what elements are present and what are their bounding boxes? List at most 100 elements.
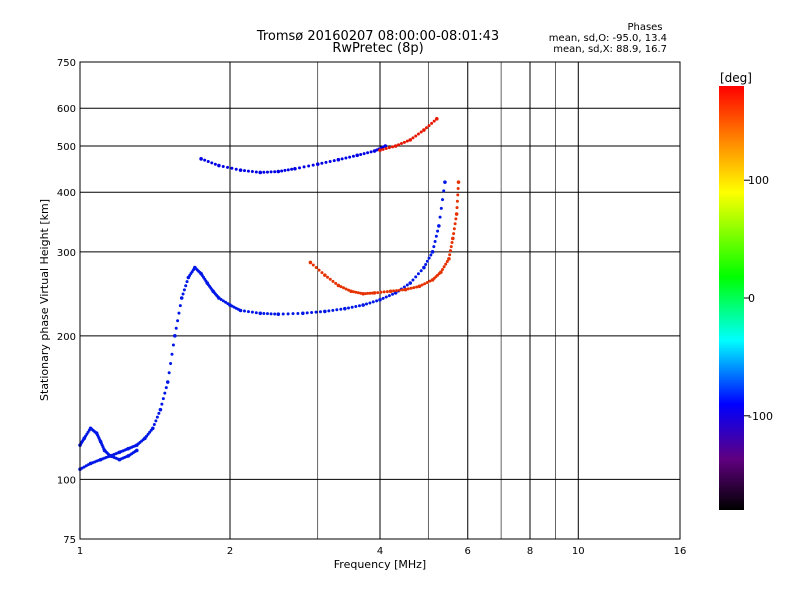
data-point	[238, 168, 243, 172]
data-point	[397, 143, 401, 147]
data-point	[395, 289, 399, 293]
data-point	[217, 163, 221, 168]
data-point	[363, 292, 367, 296]
data-point	[305, 311, 309, 315]
data-point	[242, 309, 246, 313]
data-point	[269, 312, 273, 316]
data-point	[234, 167, 238, 171]
data-point	[258, 170, 263, 175]
x-tick-label: 16	[674, 546, 687, 557]
data-point	[434, 234, 438, 238]
y-tick-label: 750	[57, 58, 76, 69]
data-point	[347, 288, 351, 292]
y-tick-label: 500	[57, 142, 76, 153]
data-point	[354, 290, 358, 294]
data-point	[334, 281, 338, 285]
y-axis-label: Stationary phase Virtual Height [km]	[38, 199, 51, 401]
data-point	[335, 308, 339, 312]
colorbar-tick-label: 0	[748, 292, 755, 305]
data-point	[415, 285, 419, 289]
x-axis-label: Frequency [MHz]	[334, 558, 426, 571]
data-point	[213, 162, 217, 166]
data-point	[416, 272, 420, 276]
stats-line-x: mean, sd,X: 88.9, 16.7	[553, 44, 667, 55]
data-point	[226, 165, 230, 169]
data-point	[402, 285, 406, 289]
data-point	[398, 288, 402, 292]
data-point	[323, 309, 327, 314]
data-point	[154, 419, 158, 423]
data-point	[242, 169, 246, 173]
data-point	[326, 275, 330, 279]
data-point	[419, 269, 423, 273]
data-point	[406, 287, 410, 291]
data-point	[179, 296, 184, 300]
data-point	[381, 147, 385, 151]
data-point	[422, 128, 426, 132]
data-point	[332, 159, 336, 163]
data-point	[301, 311, 305, 316]
data-point	[167, 371, 171, 375]
colorbar	[719, 86, 744, 510]
data-point	[434, 117, 439, 121]
data-point	[371, 300, 375, 304]
chart-title-line2: RwPretec (8p)	[332, 41, 423, 56]
data-point	[265, 312, 269, 316]
data-point	[378, 148, 382, 152]
data-point	[181, 292, 185, 296]
data-point	[314, 266, 318, 270]
data-point	[158, 407, 163, 412]
data-point	[391, 145, 395, 149]
data-point	[436, 229, 440, 233]
data-point	[185, 280, 189, 284]
data-point	[210, 161, 214, 165]
data-point	[173, 334, 177, 338]
stats-line-o: mean, sd,O: -95.0, 13.4	[549, 33, 667, 44]
x-tick-label: 6	[465, 546, 471, 557]
data-point	[361, 291, 365, 296]
data-point	[387, 146, 391, 150]
data-point	[385, 290, 389, 294]
x-tick-label: 8	[527, 546, 533, 557]
data-point	[348, 155, 352, 159]
data-point	[384, 147, 388, 151]
data-point	[273, 312, 277, 316]
data-point	[258, 311, 263, 316]
data-point	[450, 241, 454, 245]
data-point	[365, 302, 369, 306]
data-point	[340, 157, 344, 161]
y-tick-label: 75	[63, 535, 76, 546]
data-point	[448, 253, 452, 257]
data-point	[310, 311, 314, 315]
data-point	[262, 170, 266, 174]
data-point	[387, 294, 391, 298]
data-point	[391, 292, 395, 296]
data-point	[452, 232, 456, 236]
data-point	[427, 256, 431, 260]
data-point	[317, 268, 321, 272]
data-point	[327, 309, 331, 313]
data-point	[422, 265, 426, 270]
data-point	[280, 169, 284, 173]
data-point	[405, 283, 409, 287]
data-point	[283, 168, 287, 172]
data-point	[351, 154, 355, 158]
data-point	[302, 165, 306, 169]
data-point	[161, 397, 165, 401]
data-point	[164, 386, 168, 390]
data-point	[286, 168, 290, 172]
data-point	[262, 311, 266, 315]
data-point	[203, 158, 207, 162]
data-point	[344, 156, 348, 160]
data-point	[339, 307, 343, 311]
y-tick-label: 300	[57, 248, 76, 259]
data-point	[451, 236, 455, 241]
data-point	[361, 303, 365, 307]
data-point	[456, 187, 460, 191]
data-point	[402, 140, 406, 144]
data-point	[443, 180, 447, 184]
data-point	[372, 291, 377, 295]
data-point	[424, 262, 428, 266]
data-point	[336, 283, 341, 288]
